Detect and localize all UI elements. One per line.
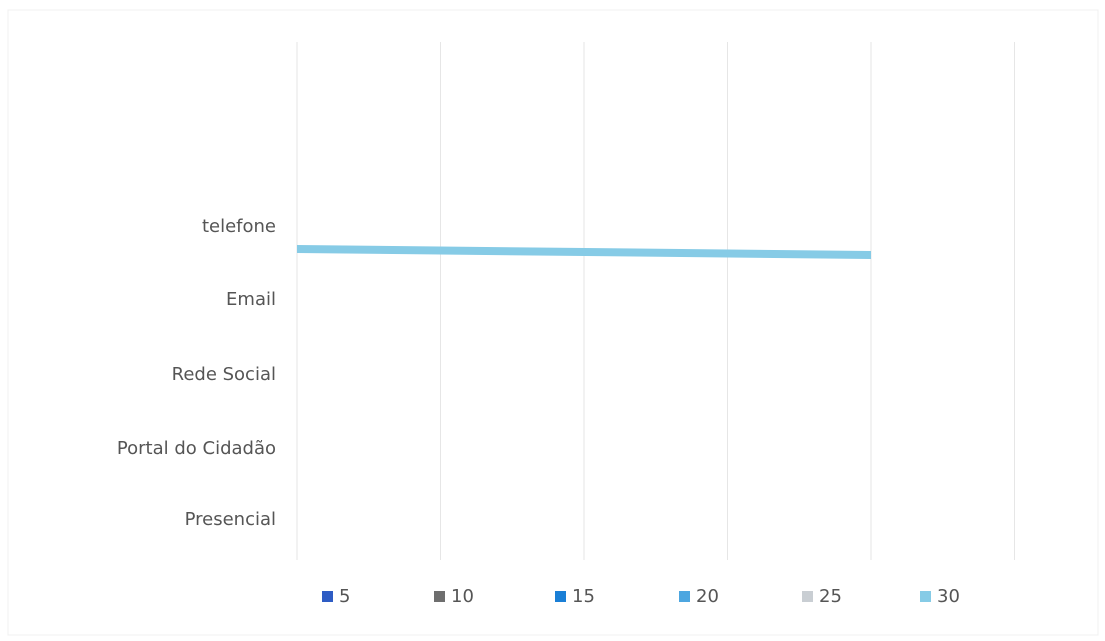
chart-frame xyxy=(8,10,1098,635)
legend-label: 25 xyxy=(819,586,842,607)
legend-swatch-25 xyxy=(802,591,813,602)
legend-label: 20 xyxy=(696,586,719,607)
legend-label: 15 xyxy=(572,586,595,607)
category-labels: telefone Email Rede Social Portal do Cidadã… xyxy=(117,216,276,530)
category-label: Rede Social xyxy=(172,364,276,385)
legend-swatch-10 xyxy=(434,591,445,602)
legend-swatch-30 xyxy=(920,591,931,602)
legend-label: 30 xyxy=(937,586,960,607)
category-label: Email xyxy=(226,289,276,310)
category-label: Portal do Cidadão xyxy=(117,438,276,459)
legend-swatch-20 xyxy=(679,591,690,602)
category-label: telefone xyxy=(202,216,276,237)
legend-label: 10 xyxy=(451,586,474,607)
legend-label: 5 xyxy=(339,586,350,607)
legend: 5 10 15 20 25 30 xyxy=(322,586,960,607)
legend-swatch-15 xyxy=(555,591,566,602)
gridlines xyxy=(297,42,1015,560)
category-label: Presencial xyxy=(185,509,276,530)
legend-swatch-5 xyxy=(322,591,333,602)
